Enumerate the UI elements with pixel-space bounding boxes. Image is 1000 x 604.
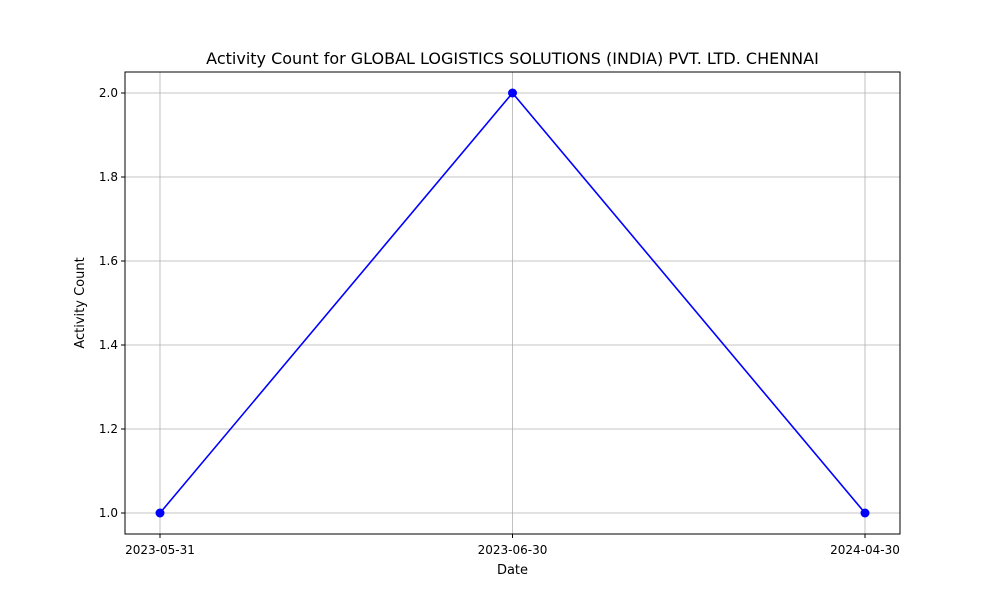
y-tick-label: 2.0 xyxy=(99,86,118,100)
data-point-marker xyxy=(155,508,165,518)
x-tick-label: 2023-06-30 xyxy=(478,543,548,557)
series-layer xyxy=(155,88,870,518)
axis-ticks: 1.0 1.2 1.4 1.6 1.8 2.0 2023-05-31 2023-06-30 20… xyxy=(99,86,900,557)
y-tick-label: 1.2 xyxy=(99,422,118,436)
x-tick-label: 2023-05-31 xyxy=(125,543,195,557)
x-tick-label: 2024-04-30 xyxy=(830,543,900,557)
y-tick-label: 1.8 xyxy=(99,170,118,184)
chart-title: Activity Count for GLOBAL LOGISTICS SOLU… xyxy=(206,49,819,68)
data-point-marker xyxy=(860,508,870,518)
y-tick-label: 1.4 xyxy=(99,338,118,352)
y-axis-label: Activity Count xyxy=(73,257,88,348)
x-axis-label: Date xyxy=(497,563,528,578)
y-tick-label: 1.6 xyxy=(99,254,118,268)
data-point-marker xyxy=(508,88,517,98)
y-tick-label: 1.0 xyxy=(99,506,118,520)
